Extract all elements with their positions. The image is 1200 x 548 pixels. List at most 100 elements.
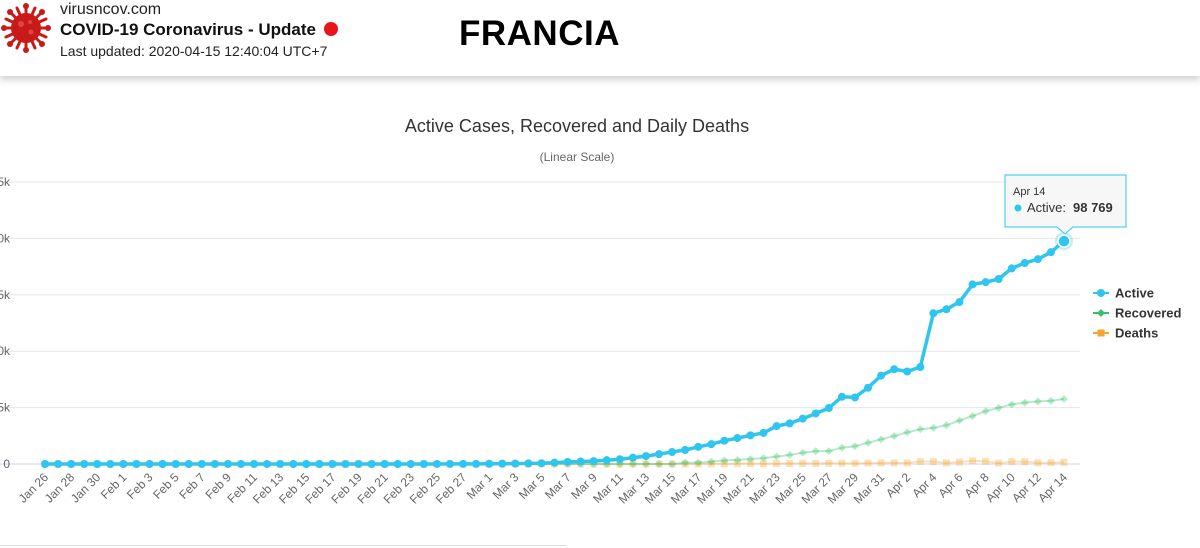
- y-tick-label: 0: [3, 457, 10, 471]
- live-status-dot: [324, 22, 338, 36]
- data-point: [1060, 458, 1068, 466]
- data-point: [628, 459, 637, 468]
- legend-marker: [1097, 309, 1105, 317]
- data-point: [968, 411, 977, 420]
- data-point: [641, 452, 650, 461]
- data-point: [981, 407, 990, 416]
- data-point: [811, 409, 820, 418]
- data-point: [955, 458, 963, 466]
- legend: Active Recovered Deaths: [1093, 286, 1182, 341]
- app-title-text: COVID-19 Coronavirus - Update: [60, 20, 316, 39]
- data-point: [171, 459, 180, 468]
- data-point: [236, 459, 245, 468]
- tooltip-series-dot: [1014, 204, 1022, 212]
- x-tick-label: Apr 2: [883, 470, 913, 500]
- data-point: [824, 404, 833, 413]
- x-tick-label: Feb 3: [124, 470, 156, 502]
- legend-label: Recovered: [1115, 306, 1182, 321]
- data-point: [563, 457, 572, 466]
- series-recovered: [41, 395, 1068, 468]
- data-point: [132, 459, 141, 468]
- tooltip: Apr 14 Active: 98 769: [1004, 174, 1127, 235]
- data-point: [825, 459, 833, 467]
- data-point: [707, 440, 716, 449]
- data-point: [615, 455, 624, 464]
- data-point: [576, 457, 585, 466]
- last-updated-text: Last updated: 2020-04-15 12:40:04 UTC+7: [60, 43, 328, 59]
- data-point: [707, 457, 716, 466]
- data-point: [694, 460, 702, 468]
- data-point: [419, 459, 428, 468]
- data-point: [733, 455, 742, 464]
- y-tick-label: 25k: [0, 401, 11, 415]
- data-point: [511, 459, 520, 468]
- data-point: [668, 448, 677, 457]
- data-point: [890, 459, 898, 467]
- data-point: [668, 460, 676, 468]
- data-point: [759, 454, 768, 463]
- series-layer: [41, 232, 1073, 468]
- data-point: [786, 459, 794, 467]
- data-point: [681, 458, 690, 467]
- data-point: [223, 459, 232, 468]
- data-point: [302, 459, 311, 468]
- virus-icon: [1, 3, 51, 53]
- tooltip-value: 98 769: [1073, 200, 1113, 215]
- data-point: [955, 298, 964, 307]
- data-point: [903, 459, 911, 467]
- data-point: [1020, 398, 1029, 407]
- data-point: [367, 459, 376, 468]
- data-point: [250, 459, 259, 468]
- data-point: [877, 435, 886, 444]
- data-point: [877, 371, 886, 380]
- data-point: [1033, 397, 1042, 406]
- data-point: [616, 460, 624, 468]
- data-point: [93, 459, 102, 468]
- data-point: [602, 456, 611, 465]
- data-point: [760, 460, 768, 468]
- data-point: [799, 459, 807, 467]
- data-point: [968, 280, 977, 289]
- data-point: [929, 309, 938, 318]
- data-point: [773, 460, 781, 468]
- data-point: [498, 459, 507, 468]
- data-point: [67, 459, 76, 468]
- data-point: [524, 459, 533, 468]
- x-tick-label: Feb 5: [150, 470, 182, 502]
- data-point: [1007, 264, 1016, 273]
- data-point: [994, 275, 1003, 284]
- footer-divider: [0, 545, 566, 546]
- data-point: [380, 459, 389, 468]
- site-name: virusncov.com: [60, 1, 162, 18]
- x-tick-label: Apr 4: [909, 470, 939, 500]
- data-point: [589, 457, 598, 466]
- data-point: [916, 425, 925, 434]
- x-tick-label: Apr 6: [935, 470, 965, 500]
- data-point: [942, 421, 951, 430]
- data-point: [994, 403, 1003, 412]
- data-point: [642, 460, 650, 468]
- data-point: [759, 428, 768, 437]
- data-point: [720, 456, 729, 465]
- data-point: [106, 459, 115, 468]
- y-tick-label: 125k: [0, 175, 11, 189]
- tooltip-box: [1004, 174, 1127, 235]
- y-tick-label: 75k: [0, 288, 11, 302]
- data-point: [785, 419, 794, 428]
- data-point: [341, 459, 350, 468]
- grid-layer: [0, 181, 1080, 465]
- data-point: [851, 459, 859, 467]
- data-point: [877, 459, 885, 467]
- tooltip-series-name: Active:: [1027, 200, 1066, 215]
- data-point: [982, 457, 990, 465]
- data-point: [772, 452, 781, 461]
- data-point: [746, 431, 755, 440]
- data-point: [812, 459, 820, 467]
- data-point: [276, 459, 285, 468]
- data-point: [1007, 400, 1016, 409]
- data-point: [641, 459, 650, 468]
- data-point: [733, 434, 742, 443]
- data-point: [733, 460, 741, 468]
- data-point: [472, 459, 481, 468]
